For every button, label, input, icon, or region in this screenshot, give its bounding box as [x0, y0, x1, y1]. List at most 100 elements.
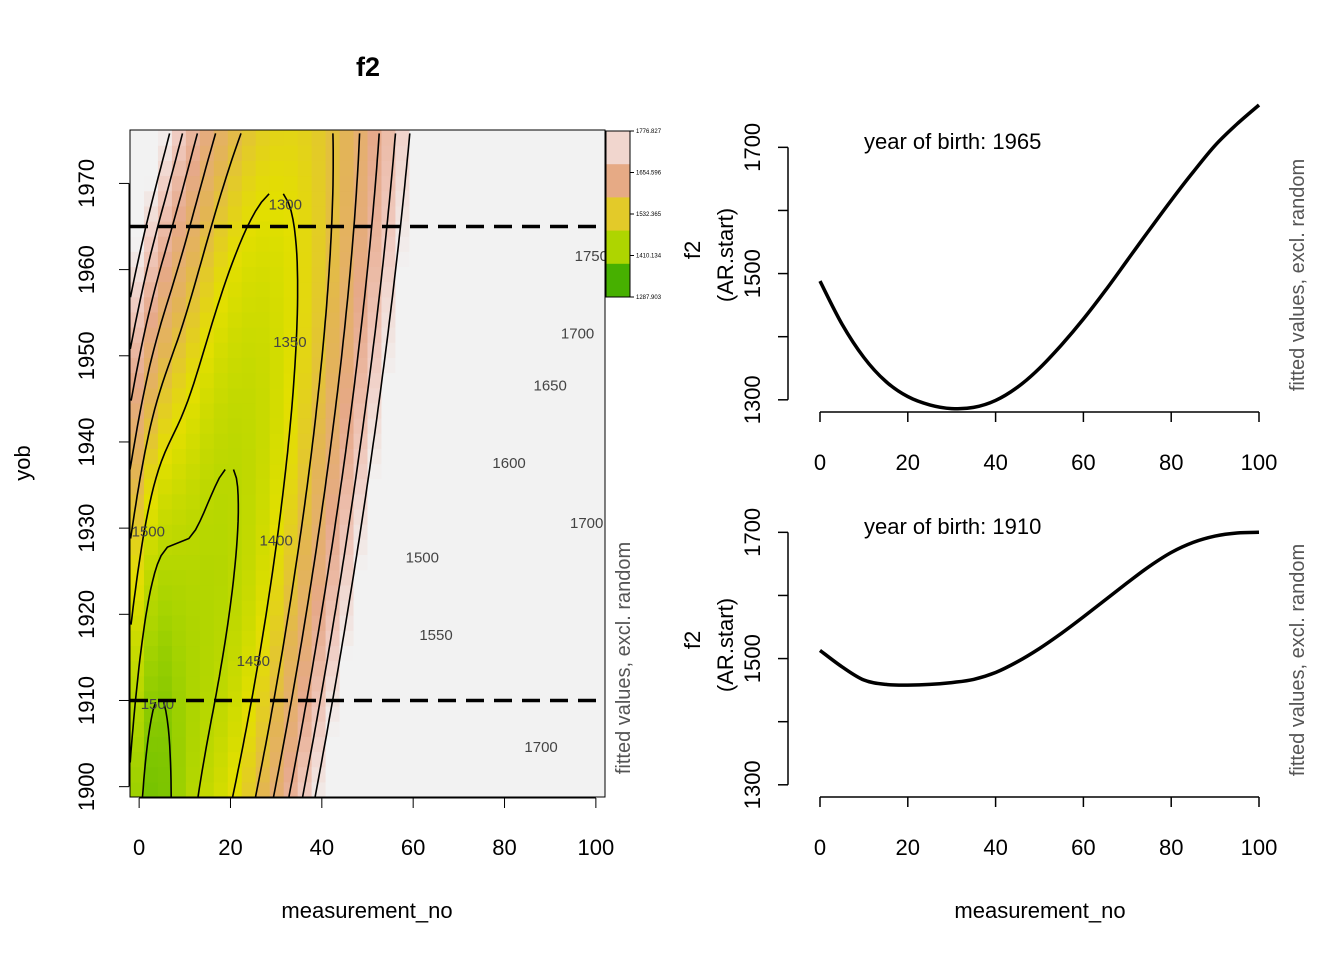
heatmap-cell	[241, 751, 257, 768]
heatmap-cell	[465, 630, 480, 647]
heatmap-cell	[521, 130, 536, 146]
heatmap-cell	[521, 493, 536, 510]
heatmap-cell	[227, 706, 243, 722]
heatmap-cell	[213, 721, 229, 737]
heatmap-cell	[381, 478, 397, 495]
heatmap-cell	[213, 781, 229, 797]
heatmap-cell	[451, 630, 466, 647]
heatmap-cell	[171, 463, 187, 480]
heatmap-cell	[409, 448, 424, 465]
heatmap-cells	[130, 130, 605, 797]
heatmap-cell	[185, 478, 201, 495]
heatmap-cell	[465, 615, 480, 631]
heatmap-cell	[437, 418, 452, 434]
heatmap-cell	[381, 766, 397, 783]
heatmap-cell	[409, 706, 424, 722]
heatmap-cell	[577, 645, 592, 662]
heatmap-cell	[437, 402, 452, 419]
heatmap-cell	[395, 751, 411, 768]
heatmap-cell	[479, 266, 494, 283]
heatmap-cell	[535, 554, 550, 571]
heatmap-cell	[409, 418, 424, 434]
heatmap-cell	[395, 630, 411, 647]
heatmap-cell	[591, 554, 605, 571]
heatmap-cell	[479, 357, 494, 374]
heatmap-cell	[395, 524, 411, 540]
heatmap-cell	[227, 781, 243, 797]
heatmap-cell	[227, 372, 243, 389]
heatmap-cell	[157, 615, 173, 631]
heatmap-cell	[507, 372, 522, 389]
heatmap-cell	[269, 539, 285, 556]
heatmap-cell	[269, 448, 285, 465]
heatmap-cell	[381, 433, 397, 449]
heatmap-cell	[143, 130, 159, 146]
heatmap-cell	[423, 645, 438, 662]
contour-label: 1500	[141, 696, 174, 713]
heatmap-cell	[521, 478, 536, 495]
heatmap-cell	[325, 524, 341, 540]
heatmap-cell	[241, 736, 257, 753]
heatmap-cell	[185, 387, 201, 404]
heatmap-cell	[507, 387, 522, 404]
heatmap-cell	[577, 584, 592, 601]
heatmap-cell	[465, 130, 480, 146]
heatmap-cell	[521, 145, 536, 161]
heatmap-cell	[577, 660, 592, 677]
heatmap-cell	[269, 342, 285, 358]
heatmap-cell	[493, 251, 508, 268]
heatmap-cell	[591, 251, 605, 268]
heatmap-cell	[227, 463, 243, 480]
heatmap-cell	[563, 160, 578, 177]
heatmap-cell	[311, 175, 327, 192]
heatmap-cell	[199, 615, 215, 631]
heatmap-cell	[479, 145, 494, 161]
heatmap-cell	[479, 721, 494, 737]
heatmap-cell	[521, 402, 536, 419]
heatmap-cell	[325, 599, 341, 616]
heatmap-cell	[255, 205, 271, 222]
heatmap-cell	[423, 130, 438, 146]
heatmap-cell	[255, 372, 271, 389]
heatmap-cell	[521, 554, 536, 571]
heatmap-cell	[535, 190, 550, 207]
heatmap-cell	[325, 721, 341, 737]
heatmap-cell	[535, 448, 550, 465]
heatmap-cell	[409, 751, 424, 768]
heatmap-cell	[227, 690, 243, 707]
heatmap-cell	[130, 766, 145, 783]
heatmap-cell	[423, 448, 438, 465]
contour-labels: 1300 1350 1400 1450 1500 1500 1500 1550 1600 1650…	[132, 196, 608, 756]
heatmap-cell	[311, 615, 327, 631]
heatmap-cell	[423, 463, 438, 480]
heatmap-cell	[185, 766, 201, 783]
heatmap-cell	[353, 539, 369, 556]
heatmap-cell	[255, 539, 271, 556]
heatmap-cell	[367, 402, 383, 419]
heatmap-cell	[507, 660, 522, 677]
heatmap-cell	[297, 205, 313, 222]
heatmap-cell	[549, 160, 564, 177]
heatmap-cell	[353, 418, 369, 434]
heatmap-cell	[297, 311, 313, 328]
heatmap-cell	[507, 493, 522, 510]
heatmap-cell	[185, 357, 201, 374]
heatmap-cell	[255, 160, 271, 177]
heatmap-cell	[241, 418, 257, 434]
heatmap-cell	[381, 372, 397, 389]
heatmap-cell	[521, 463, 536, 480]
heatmap-cell	[199, 448, 215, 465]
heatmap-cell	[381, 220, 397, 237]
heatmap-cell	[465, 160, 480, 177]
heatmap-cell	[157, 524, 173, 540]
heatmap-cell	[353, 660, 369, 677]
heatmap-cell	[227, 387, 243, 404]
heatmap-cell	[185, 706, 201, 722]
heatmap-cell	[157, 342, 173, 358]
heatmap-cell	[535, 402, 550, 419]
heatmap-cell	[423, 599, 438, 616]
heatmap-cell	[143, 160, 159, 177]
heatmap-cell	[353, 387, 369, 404]
heatmap-cell	[227, 660, 243, 677]
panel-1910-annotation: year of birth: 1910	[864, 514, 1041, 539]
